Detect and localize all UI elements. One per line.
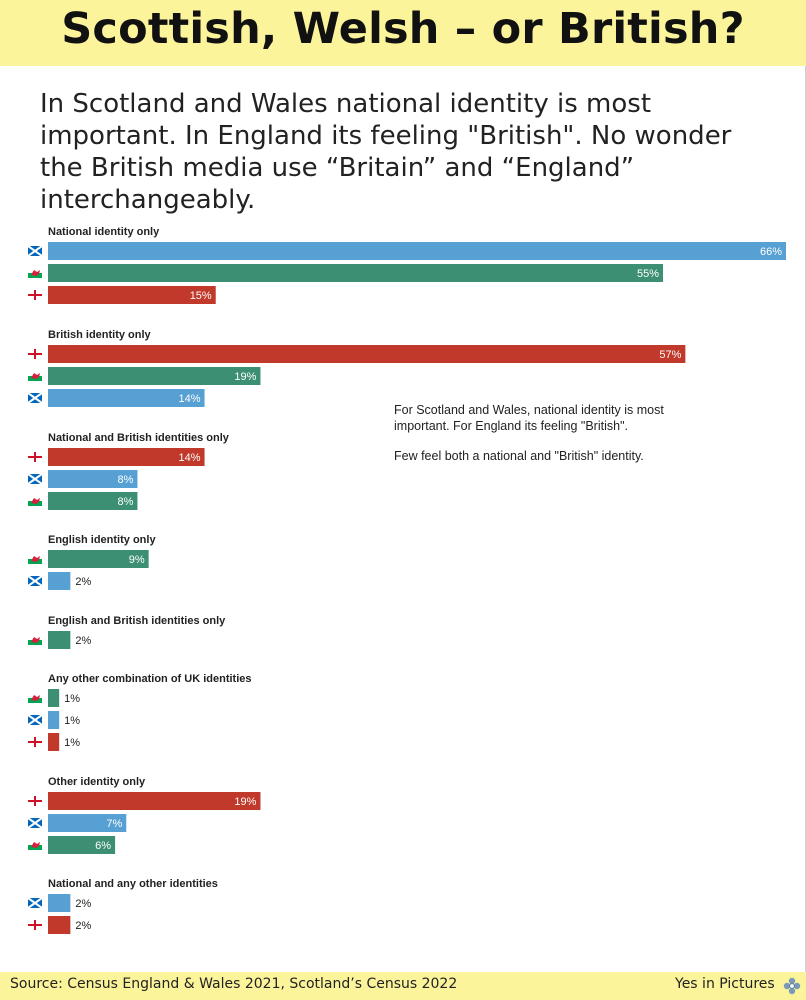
header-banner: Scottish, Welsh – or British? [0,0,806,66]
bar-value-label: 14% [179,452,201,464]
thistle-icon [783,977,801,995]
bar-wales [48,631,71,649]
bar-value-label: 1% [64,693,80,705]
bar-england [48,916,71,934]
bar-value-label: 55% [637,268,659,280]
bar-value-label: 15% [190,290,212,302]
welsh-dragon-flag-icon [28,635,42,645]
bar-value-label: 19% [234,796,256,808]
bar-scotland [48,470,138,488]
bar-value-label: 8% [118,474,134,486]
chart-annotation: For Scotland and Wales, national identit… [394,402,694,478]
saltire-flag-icon [27,897,43,909]
welsh-dragon-flag-icon [28,554,42,564]
bar-value-label: 57% [659,349,681,361]
bar-england [48,286,216,304]
bar-value-label: 1% [64,715,80,727]
annotation-line-1: For Scotland and Wales, national identit… [394,403,664,433]
group-label: National and any other identities [48,878,218,890]
st-george-cross-flag-icon [28,920,42,930]
group-label: English identity only [48,534,156,546]
annotation-line-2: Few feel both a national and "British" i… [394,449,644,463]
welsh-dragon-flag-icon [28,693,42,703]
saltire-flag-icon [27,714,43,726]
bar-scotland [48,894,71,912]
saltire-flag-icon [27,473,43,485]
group-label: Other identity only [48,776,146,788]
bar-england [48,792,261,810]
bar-value-label: 2% [75,920,91,932]
group-label: British identity only [48,329,152,341]
welsh-dragon-flag-icon [28,268,42,278]
bar-value-label: 2% [75,635,91,647]
bar-value-label: 66% [760,246,782,258]
saltire-flag-icon [27,392,43,404]
st-george-cross-flag-icon [28,452,42,462]
st-george-cross-flag-icon [28,290,42,300]
st-george-cross-flag-icon [28,349,42,359]
bar-chart: National identity only 66% 55% 15% British i… [27,226,786,934]
bar-scotland [48,711,60,729]
subtitle: In Scotland and Wales national identity … [40,89,732,215]
bar-scotland [48,572,71,590]
bar-value-label: 19% [234,371,256,383]
group-label: National and British identities only [48,432,230,444]
footer-bar: Source: Census England & Wales 2021, Sco… [0,972,806,1000]
saltire-flag-icon [27,817,43,829]
bar-scotland [48,814,127,832]
group-label: English and British identities only [48,615,226,627]
bar-wales [48,264,663,282]
brand-name: Yes in Pictures [675,976,775,992]
bar-value-label: 14% [179,393,201,405]
bar-value-label: 1% [64,737,80,749]
group-label: National identity only [48,226,160,238]
st-george-cross-flag-icon [28,737,42,747]
bar-scotland [48,389,205,407]
bar-wales [48,367,261,385]
bar-value-label: 9% [129,554,145,566]
welsh-dragon-flag-icon [28,496,42,506]
saltire-flag-icon [27,575,43,587]
bar-value-label: 2% [75,576,91,588]
bar-wales [48,550,149,568]
bar-scotland [48,242,786,260]
st-george-cross-flag-icon [28,796,42,806]
saltire-flag-icon [27,245,43,257]
welsh-dragon-flag-icon [28,840,42,850]
bar-value-label: 2% [75,898,91,910]
bar-england [48,345,686,363]
bar-value-label: 8% [118,496,134,508]
source-note: Source: Census England & Wales 2021, Sco… [10,976,458,992]
bar-wales [48,492,138,510]
welsh-dragon-flag-icon [28,371,42,381]
bar-england [48,733,60,751]
bar-wales [48,689,60,707]
page-title: Scottish, Welsh – or British? [61,4,745,54]
group-label: Any other combination of UK identities [48,673,252,685]
bar-england [48,448,205,466]
bar-value-label: 7% [106,818,122,830]
bar-value-label: 6% [95,840,111,852]
bar-wales [48,836,116,854]
